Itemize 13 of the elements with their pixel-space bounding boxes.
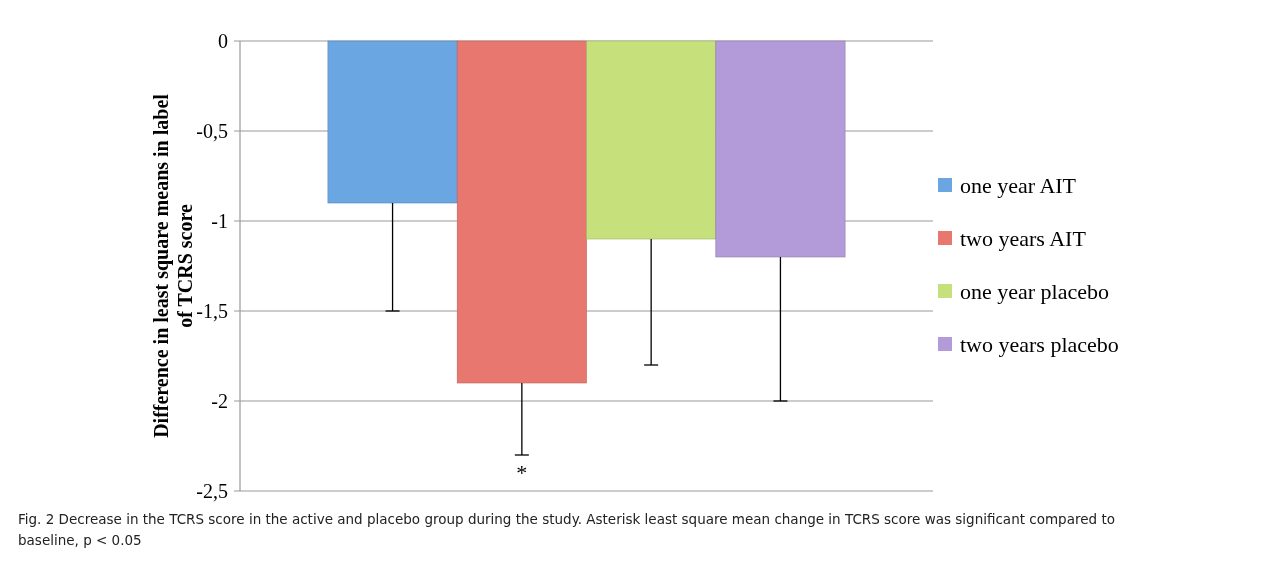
y-tick-label: -2	[211, 390, 228, 412]
legend-label: two years placebo	[960, 331, 1119, 357]
y-axis-title: Difference in least square means in label of TCRS score	[150, 93, 196, 438]
y-tick-label: -1,5	[196, 300, 228, 322]
caption: Fig. 2 Decrease in the TCRS score in the active and placebo group during the study. Asterisk least square mean change in TCRS score was significant compared to baseline, p < 0.05	[18, 511, 1115, 548]
legend-label: one year AIT	[960, 172, 1077, 198]
legend-label: two years AIT	[960, 225, 1087, 251]
y-tick-label: -2,5	[196, 480, 228, 502]
y-tick-label: 0	[218, 30, 228, 52]
y-tick-label: -0,5	[196, 120, 228, 142]
y-tick-label: -1	[211, 210, 228, 232]
legend-label: one year placebo	[960, 278, 1110, 304]
annotation: *	[516, 460, 528, 486]
